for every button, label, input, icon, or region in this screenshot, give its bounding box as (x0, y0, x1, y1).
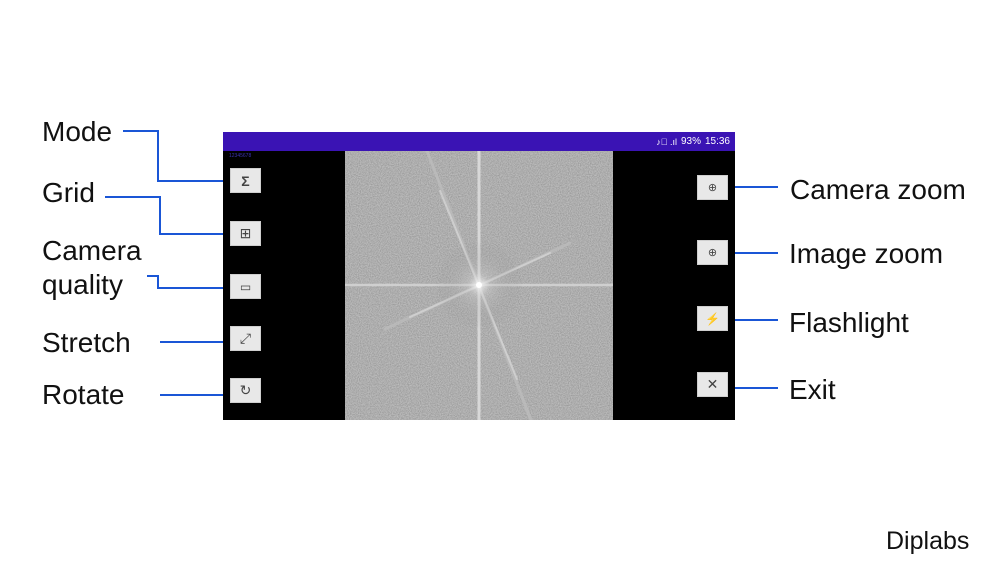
mode-label: Mode (42, 116, 113, 147)
exit-button[interactable]: ✕ (697, 372, 728, 397)
stretch-label: Stretch (42, 327, 131, 358)
stretch-arrows-icon: ⤢ (239, 330, 252, 346)
grid-icon: ⊞ (239, 225, 252, 241)
phone-screen: ♪⃠ .ıl 93% 15:36 12345678 (223, 132, 735, 420)
sigma-icon: Σ (241, 172, 250, 189)
image-zoom-button[interactable]: ⊕ (697, 240, 728, 265)
camera-quality-icon: ▭ (239, 279, 252, 294)
camera-zoom-label: Camera zoom (790, 174, 966, 205)
rotate-label: Rotate (42, 379, 125, 410)
camera-quality-label-line1: Camera (42, 235, 142, 266)
rotate-icon: ↻ (239, 382, 252, 398)
camera-quality-label-line2: quality (42, 269, 123, 300)
image-zoom-label: Image zoom (789, 238, 944, 269)
camera-zoom-button[interactable]: ⊕ (697, 175, 728, 200)
grid-label: Grid (42, 177, 95, 208)
fourier-spectrum-image (345, 151, 613, 420)
flashlight-label: Flashlight (789, 307, 909, 338)
zoom-icon: ⊕ (707, 247, 718, 259)
signal-icon: ♪⃠ .ıl (656, 136, 677, 147)
battery-level: 93% (680, 136, 701, 147)
preview-tag: 12345678 (229, 153, 252, 159)
status-bar: ♪⃠ .ıl 93% 15:36 (223, 132, 735, 151)
clock: 15:36 (704, 136, 730, 147)
stretch-button[interactable]: ⤢ (230, 326, 261, 351)
flashlight-button[interactable]: ⚡ (697, 306, 728, 331)
rotate-button[interactable]: ↻ (230, 378, 261, 403)
mode-button[interactable]: Σ (230, 168, 261, 193)
flashlight-icon: ⚡ (705, 311, 720, 326)
close-icon: ✕ (706, 376, 719, 392)
exit-label: Exit (789, 374, 836, 405)
footer-credit: Diplabs (886, 527, 970, 555)
grid-button[interactable]: ⊞ (230, 221, 261, 246)
camera-quality-label: Camera quality (42, 233, 142, 302)
zoom-icon: ⊕ (707, 182, 718, 194)
camera-quality-button[interactable]: ▭ (230, 274, 261, 299)
